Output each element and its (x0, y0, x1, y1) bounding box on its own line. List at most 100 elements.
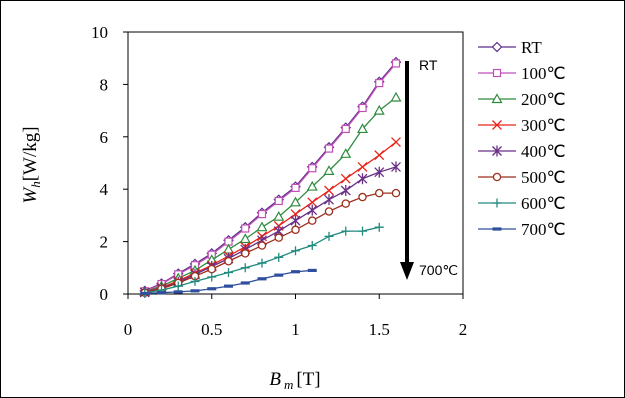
data-point (224, 268, 233, 278)
data-point (391, 161, 401, 173)
legend: RT 100℃ 200℃ 300℃ 400℃ 500℃ 600℃ 700℃ (478, 38, 566, 239)
series-line (144, 166, 397, 294)
data-point (307, 216, 317, 225)
data-point (390, 91, 402, 102)
y-tick-label: 4 (100, 180, 109, 199)
data-point (240, 249, 250, 258)
data-point (357, 173, 368, 185)
data-point (274, 233, 283, 242)
data-point (222, 243, 235, 254)
legend-item: 300℃ (478, 116, 566, 135)
legend-marker (492, 120, 502, 130)
data-point (357, 161, 368, 172)
data-point (374, 188, 384, 198)
y-tick-label: 10 (91, 23, 108, 42)
data-point (157, 291, 166, 295)
legend-marker (492, 68, 502, 78)
data-point (306, 180, 318, 191)
series-6 (140, 222, 384, 298)
legend-label: 100℃ (521, 64, 566, 83)
series-7 (140, 268, 317, 296)
data-point (307, 197, 318, 208)
y-tick-label: 8 (100, 75, 109, 94)
data-point (356, 123, 369, 134)
data-point (340, 185, 351, 197)
data-point (391, 188, 401, 198)
data-point (324, 231, 334, 241)
data-point (257, 258, 267, 268)
data-point (274, 273, 284, 277)
data-point (273, 210, 285, 221)
data-point (291, 270, 300, 274)
legend-marker (492, 227, 502, 231)
annotation-700: 700℃ (419, 262, 458, 278)
axis-tick-labels: 0 0.5 1 1.5 2 0 2 4 6 8 10 (91, 23, 467, 339)
data-point (358, 226, 367, 236)
data-point (224, 284, 233, 288)
data-point (324, 185, 334, 196)
data-point (290, 215, 301, 227)
x-tick-label: 2 (459, 320, 468, 339)
data-point (240, 263, 250, 273)
data-point (374, 166, 385, 178)
legend-item: 100℃ (478, 64, 566, 83)
y-tick-label: 6 (100, 128, 109, 147)
data-point (341, 226, 351, 236)
x-tick-label: 0 (124, 320, 133, 339)
data-point (375, 78, 384, 88)
data-point (374, 222, 384, 232)
data-point (240, 281, 250, 285)
legend-label: 200℃ (521, 90, 566, 109)
legend-marker (491, 41, 503, 53)
legend-label: 400℃ (521, 142, 566, 161)
data-point (374, 150, 385, 161)
data-point (340, 173, 351, 184)
data-point (207, 287, 217, 291)
x-tick-label: 1.5 (369, 320, 390, 339)
series-line (144, 192, 396, 294)
y-tick-label: 0 (100, 285, 109, 304)
data-point (173, 290, 183, 294)
annotation-rt: RT (419, 57, 438, 73)
data-point (358, 192, 367, 202)
legend-label: 300℃ (521, 116, 566, 135)
data-point (257, 277, 267, 281)
legend-marker (492, 145, 502, 157)
series-line (144, 141, 397, 293)
data-point (324, 207, 334, 216)
axis-ticks (123, 31, 464, 299)
data-point (323, 165, 335, 175)
data-point (391, 137, 401, 147)
series-line (144, 61, 397, 292)
legend-marker (491, 93, 503, 104)
data-point (274, 196, 283, 206)
data-point (324, 194, 334, 206)
data-point (373, 104, 385, 115)
data-point (224, 256, 233, 266)
data-point (324, 144, 334, 153)
data-point (391, 59, 401, 68)
legend-item: 600℃ (478, 194, 566, 213)
data-point (291, 246, 300, 256)
data-point (307, 268, 317, 273)
data-point (289, 196, 302, 207)
data-point (239, 233, 251, 244)
data-point (256, 221, 268, 232)
y-axis-title: Wh[W/kg] (20, 126, 43, 203)
legend-item: 700℃ (478, 220, 566, 239)
data-point (340, 148, 352, 158)
legend-label: RT (521, 38, 542, 57)
data-point (190, 276, 200, 286)
x-tick-label: 1 (291, 320, 300, 339)
data-point (140, 291, 150, 296)
data-point (307, 241, 317, 251)
y-tick-label: 2 (100, 233, 109, 252)
data-point (274, 252, 284, 262)
data-point (307, 204, 318, 216)
data-point (291, 183, 300, 192)
data-point (257, 209, 267, 219)
data-point (257, 241, 267, 250)
legend-item: 200℃ (478, 90, 566, 109)
